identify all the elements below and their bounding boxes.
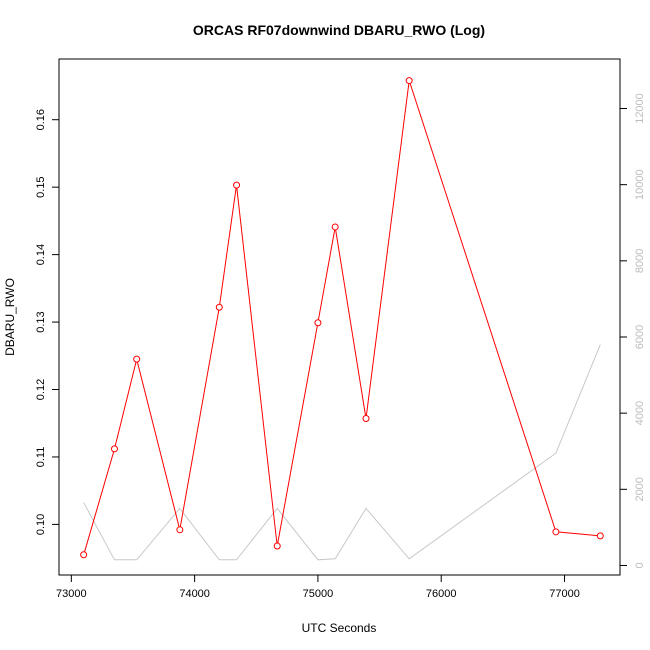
y-right-tick-label: 2000 [634,477,646,501]
data-point [596,532,604,540]
data-point [176,526,184,534]
y-right-tick-label: 8000 [634,249,646,273]
data-point [233,181,241,189]
data-point [552,528,560,536]
y-tick-label: 0.11 [35,447,47,468]
data-point [273,542,281,550]
x-axis: 73000 74000 75000 76000 77000 [56,574,580,600]
x-tick-label: 76000 [426,588,457,600]
series-line-right [83,344,601,561]
y-axis-label: DBARU_RWO [3,278,17,356]
x-tick-label: 74000 [179,588,210,600]
y-right-tick-label: 12000 [634,93,646,124]
x-tick-label: 77000 [549,588,580,600]
y-right-tick-label: 4000 [634,401,646,425]
y-right-tick-label: 6000 [634,325,646,349]
data-point [80,551,88,559]
y-axis-left: 0.10 0.11 0.12 0.13 0.14 0.15 0.16 [35,109,60,535]
x-axis-label: UTC Seconds [302,621,377,635]
y-tick-label: 0.10 [35,514,47,535]
y-tick-label: 0.14 [35,244,47,265]
y-tick-label: 0.16 [35,109,47,130]
chart-title: ORCAS RF07downwind DBARU_RWO (Log) [193,22,485,38]
data-point [331,223,339,231]
series-layer [80,77,604,561]
y-tick-label: 0.12 [35,379,47,400]
data-point [110,445,118,453]
y-tick-label: 0.13 [35,311,47,332]
data-point [133,355,141,363]
y-right-tick-label: 0 [634,562,646,568]
x-tick-label: 73000 [56,588,87,600]
data-point [405,77,413,85]
series-line-left [83,80,601,555]
data-point [215,303,223,311]
y-axis-right: 0 2000 4000 6000 8000 10000 12000 [619,93,646,569]
y-right-tick-label: 10000 [634,169,646,200]
data-point [314,319,322,327]
plot-frame [58,58,621,576]
x-tick-label: 75000 [303,588,334,600]
y-tick-label: 0.15 [35,176,47,197]
data-point [362,415,370,423]
